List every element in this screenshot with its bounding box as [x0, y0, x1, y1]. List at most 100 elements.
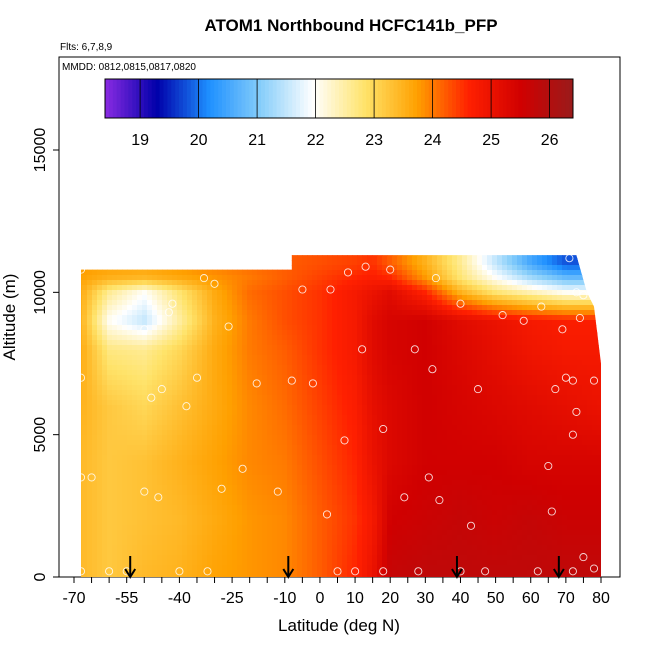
heat-cell — [172, 545, 178, 551]
heat-cell — [272, 455, 278, 461]
heat-cell — [207, 405, 213, 411]
heat-cell — [197, 530, 203, 536]
heat-cell — [167, 525, 173, 531]
heat-cell — [202, 300, 208, 306]
heat-cell — [177, 305, 183, 311]
heat-cell — [267, 440, 273, 446]
heat-cell — [167, 465, 173, 471]
heat-cell — [222, 355, 228, 361]
heat-cell — [412, 340, 418, 346]
heat-cell — [97, 280, 103, 286]
heat-cell — [112, 550, 118, 556]
heat-cell — [192, 455, 198, 461]
heat-cell — [187, 265, 193, 271]
heat-cell — [217, 325, 223, 331]
heat-cell — [122, 385, 128, 391]
heat-cell — [242, 475, 248, 481]
heat-cell — [87, 285, 93, 291]
heat-cell — [327, 425, 333, 431]
heat-cell — [177, 570, 183, 576]
heat-cell — [342, 245, 348, 251]
heat-cell — [207, 560, 213, 566]
heat-cell — [382, 480, 388, 486]
heat-cell — [352, 305, 358, 311]
heat-cell — [237, 335, 243, 341]
heat-cell — [322, 325, 328, 331]
heat-cell — [252, 460, 258, 466]
heat-cell — [137, 455, 143, 461]
heat-cell — [177, 515, 183, 521]
heat-cell — [252, 265, 258, 271]
heat-cell — [72, 465, 78, 471]
heat-cell — [112, 330, 118, 336]
heat-cell — [142, 460, 148, 466]
heat-cell — [307, 460, 313, 466]
heat-cell — [212, 520, 218, 526]
heat-cell — [192, 365, 198, 371]
heat-cell — [292, 270, 298, 276]
heat-cell — [182, 305, 188, 311]
heat-cell — [232, 410, 238, 416]
heat-cell — [352, 240, 358, 246]
heat-cell — [172, 490, 178, 496]
heat-cell — [422, 455, 428, 461]
heat-cell — [102, 565, 108, 571]
heat-cell — [227, 575, 233, 578]
heat-cell — [242, 295, 248, 301]
heat-cell — [137, 495, 143, 501]
heat-cell — [127, 400, 133, 406]
heat-cell — [112, 465, 118, 471]
heat-cell — [157, 270, 163, 276]
heat-cell — [302, 330, 308, 336]
heat-cell — [382, 295, 388, 301]
heat-cell — [357, 325, 363, 331]
heat-cell — [372, 330, 378, 336]
heat-cell — [202, 455, 208, 461]
heat-cell — [417, 365, 423, 371]
heat-cell — [137, 480, 143, 486]
heat-cell — [137, 535, 143, 541]
heat-cell — [272, 460, 278, 466]
heat-cell — [337, 400, 343, 406]
heat-cell — [257, 450, 263, 456]
heat-cell — [217, 500, 223, 506]
heat-cell — [352, 420, 358, 426]
heat-cell — [72, 350, 78, 356]
heat-cell — [192, 285, 198, 291]
heat-cell — [132, 495, 138, 501]
heat-cell — [417, 555, 423, 561]
heat-cell — [217, 245, 223, 251]
heat-cell — [87, 295, 93, 301]
heat-cell — [152, 445, 158, 451]
heat-cell — [167, 425, 173, 431]
heat-cell — [187, 450, 193, 456]
heat-cell — [232, 560, 238, 566]
heat-cell — [202, 375, 208, 381]
heat-cell — [117, 510, 123, 516]
heat-cell — [162, 455, 168, 461]
heat-cell — [362, 255, 368, 261]
heat-cell — [392, 330, 398, 336]
heat-cell — [397, 555, 403, 561]
heat-cell — [207, 505, 213, 511]
heat-cell — [417, 415, 423, 421]
heat-cell — [317, 305, 323, 311]
heat-cell — [177, 445, 183, 451]
heat-cell — [387, 530, 393, 536]
heat-cell — [432, 265, 438, 271]
heat-cell — [232, 325, 238, 331]
heat-cell — [122, 475, 128, 481]
heat-cell — [117, 340, 123, 346]
heat-cell — [377, 290, 383, 296]
heat-cell — [437, 295, 443, 301]
heat-cell — [292, 265, 298, 271]
heat-cell — [217, 455, 223, 461]
heat-cell — [377, 295, 383, 301]
heat-cell — [272, 575, 278, 578]
heat-cell — [87, 380, 93, 386]
heat-cell — [222, 255, 228, 261]
heat-cell — [137, 405, 143, 411]
heat-cell — [162, 410, 168, 416]
heat-cell — [357, 470, 363, 476]
heat-cell — [257, 270, 263, 276]
